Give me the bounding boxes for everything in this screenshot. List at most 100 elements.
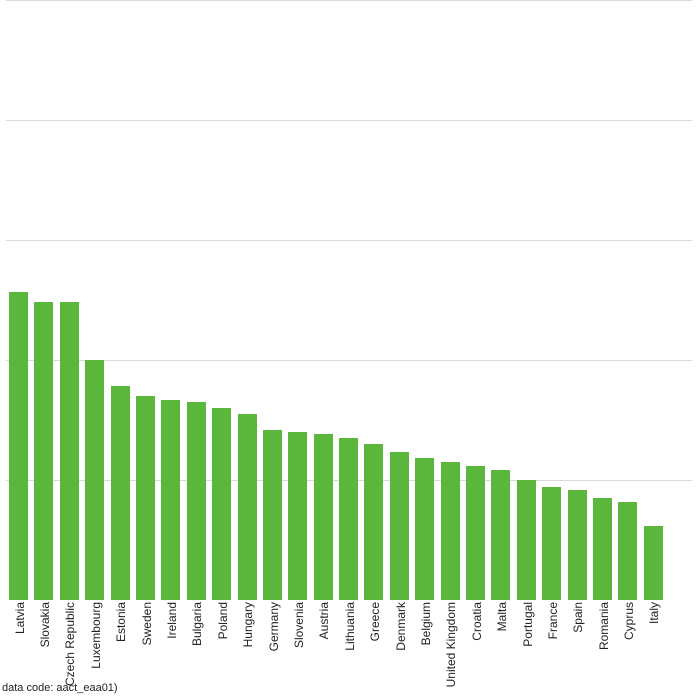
bar-cell bbox=[260, 0, 285, 600]
bar bbox=[34, 302, 53, 600]
bar-cell bbox=[158, 0, 183, 600]
bar bbox=[491, 470, 510, 600]
x-label-cell: Belgium bbox=[412, 602, 437, 688]
x-axis-label: Spain bbox=[571, 602, 585, 633]
bar bbox=[263, 430, 282, 600]
x-label-cell: Portugal bbox=[514, 602, 539, 688]
x-axis-label: Bulgaria bbox=[190, 602, 204, 646]
bar-cell bbox=[285, 0, 310, 600]
x-axis-label: Czech Republic bbox=[63, 602, 77, 686]
x-axis-label: Luxembourg bbox=[89, 602, 103, 669]
x-axis-label: Germany bbox=[267, 602, 281, 651]
x-label-cell: Hungary bbox=[235, 602, 260, 688]
bar bbox=[111, 386, 130, 600]
x-label-cell: Slovakia bbox=[31, 602, 56, 688]
x-label-cell: Lithuania bbox=[336, 602, 361, 688]
x-axis-labels: Latvia Slovakia Czech Republic Luxembourg Es… bbox=[6, 602, 692, 688]
bar-cell bbox=[6, 0, 31, 600]
bar-cell bbox=[615, 0, 640, 600]
x-label-cell: Greece bbox=[361, 602, 386, 688]
x-axis-label: Latvia bbox=[13, 602, 27, 634]
x-axis-label: Croatia bbox=[470, 602, 484, 641]
bar-cell bbox=[539, 0, 564, 600]
x-label-cell: Cyprus bbox=[615, 602, 640, 688]
x-label-cell: Sweden bbox=[133, 602, 158, 688]
bar bbox=[212, 408, 231, 600]
x-label-cell: Ireland bbox=[158, 602, 183, 688]
bars-row bbox=[6, 0, 692, 600]
footer-text: data code: aact_eaa01) bbox=[2, 682, 118, 694]
bar-cell bbox=[361, 0, 386, 600]
x-label-cell: United Kingdom bbox=[438, 602, 463, 688]
bar-cell bbox=[387, 0, 412, 600]
bar-cell bbox=[438, 0, 463, 600]
x-axis-label: Greece bbox=[368, 602, 382, 641]
bar bbox=[568, 490, 587, 600]
bar-cell bbox=[31, 0, 56, 600]
x-axis-label: France bbox=[546, 602, 560, 639]
x-axis-label: Slovenia bbox=[292, 602, 306, 648]
chart-container bbox=[6, 0, 692, 600]
bar-cell bbox=[412, 0, 437, 600]
x-axis-label: United Kingdom bbox=[444, 602, 458, 687]
bar bbox=[60, 302, 79, 600]
bar bbox=[390, 452, 409, 600]
bar bbox=[618, 502, 637, 600]
x-label-cell: Germany bbox=[260, 602, 285, 688]
x-axis-label: Ireland bbox=[165, 602, 179, 639]
bar bbox=[415, 458, 434, 600]
x-axis-label: Estonia bbox=[114, 602, 128, 642]
bar bbox=[238, 414, 257, 600]
bar-cell bbox=[488, 0, 513, 600]
bar bbox=[441, 462, 460, 600]
x-label-cell: Italy bbox=[641, 602, 666, 688]
bar bbox=[466, 466, 485, 600]
x-label-cell: Poland bbox=[209, 602, 234, 688]
bar-cell bbox=[463, 0, 488, 600]
bar-cell bbox=[108, 0, 133, 600]
x-axis-label: Austria bbox=[317, 602, 331, 639]
plot-area bbox=[6, 0, 692, 600]
bar-cell bbox=[336, 0, 361, 600]
x-label-cell: Slovenia bbox=[285, 602, 310, 688]
x-label-cell: Luxembourg bbox=[82, 602, 107, 688]
x-axis-label: Sweden bbox=[140, 602, 154, 645]
bar bbox=[593, 498, 612, 600]
bar bbox=[517, 480, 536, 600]
bar bbox=[9, 292, 28, 600]
bar bbox=[314, 434, 333, 600]
bar-cell bbox=[565, 0, 590, 600]
x-label-cell: Denmark bbox=[387, 602, 412, 688]
x-axis-label: Cyprus bbox=[622, 602, 636, 640]
bar-cell bbox=[514, 0, 539, 600]
bar bbox=[187, 402, 206, 600]
bar bbox=[288, 432, 307, 600]
x-axis-label: Hungary bbox=[241, 602, 255, 647]
x-label-cell: Malta bbox=[488, 602, 513, 688]
bar bbox=[161, 400, 180, 600]
x-label-cell: Croatia bbox=[463, 602, 488, 688]
bar-cell bbox=[209, 0, 234, 600]
bar-cell bbox=[641, 0, 666, 600]
bar-cell bbox=[82, 0, 107, 600]
x-label-cell: Latvia bbox=[6, 602, 31, 688]
bar-cell bbox=[235, 0, 260, 600]
bar bbox=[644, 526, 663, 600]
x-label-cell: France bbox=[539, 602, 564, 688]
bar-cell bbox=[184, 0, 209, 600]
x-axis-label: Denmark bbox=[394, 602, 408, 651]
bar-cell bbox=[590, 0, 615, 600]
x-label-cell: Estonia bbox=[108, 602, 133, 688]
x-axis-label: Poland bbox=[216, 602, 230, 639]
x-axis-label: Italy bbox=[647, 602, 661, 624]
bar bbox=[542, 487, 561, 600]
bar bbox=[364, 444, 383, 600]
x-axis-label: Malta bbox=[495, 602, 509, 631]
bar bbox=[136, 396, 155, 600]
bar-cell bbox=[133, 0, 158, 600]
x-axis-label: Romania bbox=[597, 602, 611, 650]
x-axis-label: Slovakia bbox=[38, 602, 52, 647]
x-axis-label: Lithuania bbox=[343, 602, 357, 651]
x-label-cell: Bulgaria bbox=[184, 602, 209, 688]
x-label-cell: Austria bbox=[311, 602, 336, 688]
